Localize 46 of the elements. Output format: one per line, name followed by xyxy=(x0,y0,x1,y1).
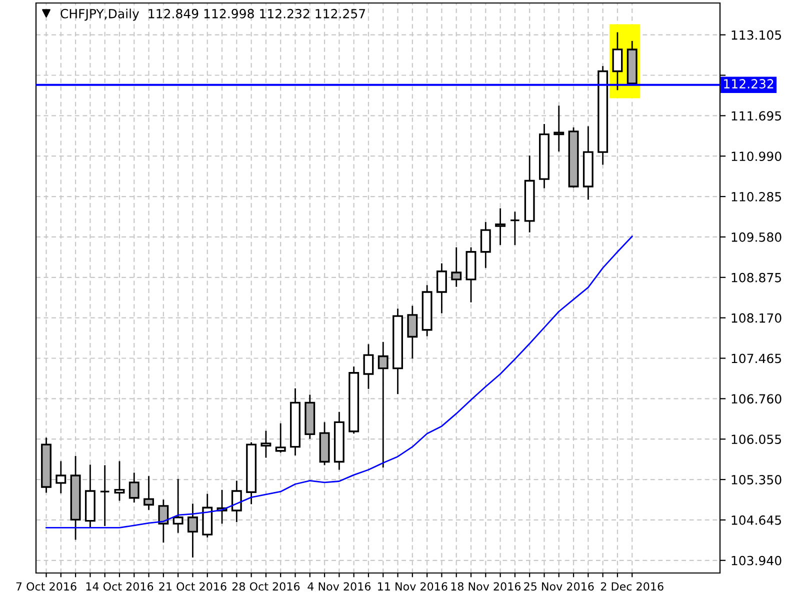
y-tick-label: 108.170 xyxy=(732,313,782,323)
y-tick-label: 111.695 xyxy=(732,111,782,121)
x-tick-label: 21 Oct 2016 xyxy=(159,582,226,591)
candlestick xyxy=(407,305,418,360)
candlestick xyxy=(158,498,169,544)
line-series xyxy=(46,236,633,528)
y-tick-label: 113.105 xyxy=(732,30,782,40)
candlestick xyxy=(378,341,388,468)
x-tick-label: 18 Nov 2016 xyxy=(451,582,521,591)
x-tick-label: 11 Nov 2016 xyxy=(378,582,448,591)
y-tick-label: 105.350 xyxy=(732,475,782,484)
candlestick xyxy=(451,246,462,288)
candlestick xyxy=(275,422,286,454)
candlestick xyxy=(114,460,125,502)
y-tick-label: 106.760 xyxy=(732,394,782,404)
candlestick xyxy=(612,32,623,91)
y-tick-label: 107.465 xyxy=(732,354,782,364)
candlestick xyxy=(128,472,140,504)
x-tick-label: 25 Nov 2016 xyxy=(524,582,594,591)
y-tick-label: 110.990 xyxy=(732,152,782,162)
y-tick-label: 103.940 xyxy=(732,556,782,566)
candlestick xyxy=(436,262,447,314)
y-tick-label: 104.645 xyxy=(732,515,782,525)
candlestick xyxy=(260,430,272,458)
x-tick-label: 14 Oct 2016 xyxy=(86,582,154,591)
candlestick xyxy=(510,211,520,246)
x-tick-label: 28 Oct 2016 xyxy=(232,582,300,591)
y-tick-label: 110.285 xyxy=(732,192,782,202)
candlestick xyxy=(480,221,491,269)
y-tick-label: 108.875 xyxy=(732,272,782,282)
ref-line-label: 112.232 xyxy=(724,79,774,89)
candlestick xyxy=(172,478,184,534)
candlestick xyxy=(187,502,198,558)
candlestick xyxy=(144,475,154,511)
candlestick xyxy=(554,104,564,152)
candlestick xyxy=(56,460,66,494)
candlestick xyxy=(100,464,110,527)
candlestick xyxy=(363,344,374,390)
candlestick xyxy=(231,480,242,523)
chart-title: CHFJPY,Daily 112.849 112.998 112.232 112.257 xyxy=(60,8,365,21)
x-tick-label: 2 Dec 2016 xyxy=(600,582,664,591)
x-tick-label: 4 Nov 2016 xyxy=(308,582,371,591)
y-tick-label: 106.055 xyxy=(732,434,782,444)
x-tick-label: 7 Oct 2016 xyxy=(16,582,76,591)
y-tick-label: 109.580 xyxy=(732,232,782,242)
candlestick xyxy=(495,208,506,246)
